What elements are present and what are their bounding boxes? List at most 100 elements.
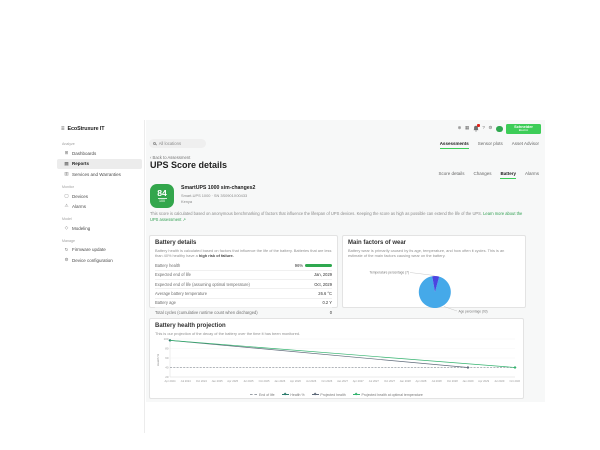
sidebar-section-monitor: Monitor — [62, 184, 74, 189]
globe-icon[interactable]: ⊕ — [457, 125, 462, 131]
device-model-serial: Smart-UPS 1000 · SN 3S0901X00433 — [181, 192, 248, 198]
row-value: 96% — [295, 263, 332, 268]
svg-text:Jul 2024: Jul 2024 — [181, 379, 192, 383]
row-label: Average battery temperature — [155, 291, 208, 297]
legend-label: Projected health at optimal temperature — [361, 392, 423, 397]
services-warranties-icon: ▥ — [64, 171, 69, 177]
svg-text:Jan 2028: Jan 2028 — [400, 379, 412, 383]
wear-title: Main factors of wear — [348, 240, 407, 246]
sidebar-item-label: Device configuration — [72, 257, 113, 263]
legend-health: Health % — [281, 392, 305, 397]
score-description: This score is calculated based on anonym… — [150, 211, 526, 223]
wear-pie-chart: Temperature percentage (7) Age percentage… — [348, 260, 520, 319]
wear-description: Battery wear is primarily caused by its … — [348, 247, 505, 259]
row-value: Oct, 2029 — [314, 281, 332, 287]
row-value: Jan, 2029 — [314, 272, 332, 278]
tab-battery[interactable]: Battery — [500, 171, 516, 179]
svg-text:Jul 2027: Jul 2027 — [369, 379, 380, 383]
svg-text:20: 20 — [165, 375, 169, 379]
brand-line1: Schneider — [514, 124, 533, 130]
notifications-icon[interactable] — [473, 124, 480, 132]
device-location: Kenya — [181, 199, 193, 204]
sidebar-section-manage: Manage — [62, 238, 75, 243]
row-value: 26.6 °C — [318, 291, 332, 297]
row-label: Expected end of life (assuming optimal t… — [155, 281, 250, 287]
row-label: Expected end of life — [155, 272, 191, 278]
svg-text:Jul 2029: Jul 2029 — [494, 379, 505, 383]
svg-text:Temperature percentage (7): Temperature percentage (7) — [369, 270, 409, 274]
search-placeholder: All locations — [158, 140, 182, 146]
user-avatar[interactable] — [496, 125, 503, 132]
battery-details-title: Battery details — [155, 240, 197, 246]
row-label: Total cycles (cumulative runtime count w… — [155, 309, 258, 315]
sidebar-item-modeling[interactable]: ◇ Modeling — [57, 223, 142, 234]
tab-alarms[interactable]: Alarms — [524, 171, 539, 176]
sidebar-item-label: Reports — [72, 161, 90, 167]
help-icon[interactable]: ? — [482, 125, 485, 131]
svg-text:Apr 2029: Apr 2029 — [478, 379, 489, 383]
hamburger-menu-icon[interactable]: ≡ — [61, 126, 65, 132]
settings-icon[interactable]: ⚙ — [488, 125, 493, 131]
tab-sensor-plots[interactable]: Sensor plots — [477, 141, 503, 146]
expected-end-of-life-row: Expected end of life Jan, 2029 — [155, 271, 332, 280]
sidebar-item-reports[interactable]: ▤ Reports — [57, 158, 142, 170]
sidebar-item-device-configuration[interactable]: ⚙ Device configuration — [57, 255, 142, 266]
main-content: ⊕ ▦ ? ⚙ Schneider Electric All locations — [146, 120, 545, 402]
brand-line2: Electric — [518, 128, 529, 133]
tab-score-details[interactable]: Score details — [438, 171, 465, 176]
device-info: SmartUPS 1000 sim-changes2 Smart-UPS 100… — [181, 185, 255, 204]
secondary-tabs: Score details Changes Battery Alarms — [438, 171, 539, 179]
battery-health-value: 96% — [294, 262, 303, 268]
sidebar-item-firmware-update[interactable]: ↻ Firmware update — [57, 245, 142, 256]
page-title: UPS Score details — [150, 160, 228, 170]
notification-badge — [476, 124, 480, 128]
legend-label: Health % — [290, 392, 305, 397]
device-configuration-icon: ⚙ — [64, 257, 69, 263]
sidebar-item-alarms[interactable]: ⚠ Alarms — [57, 201, 142, 212]
sidebar-item-devices[interactable]: ▢ Devices — [57, 191, 142, 202]
score-description-text: This score is calculated based on anonym… — [150, 211, 484, 216]
score-divider — [157, 198, 167, 199]
bell-glyph — [473, 126, 479, 132]
battery-health-bar — [305, 264, 332, 267]
chart-legend: End of life Health % Projected health Pr… — [155, 393, 518, 397]
search-icon — [153, 141, 157, 145]
svg-text:Jul 2028: Jul 2028 — [432, 379, 443, 383]
sidebar-item-services-and-warranties[interactable]: ▥ Services and Warranties — [57, 169, 142, 180]
row-label: Battery health — [155, 262, 181, 268]
reports-icon: ▤ — [64, 160, 69, 166]
legend-label: Projected health — [320, 392, 346, 397]
apps-icon[interactable]: ▦ — [464, 125, 470, 131]
location-search-input[interactable]: All locations — [149, 139, 206, 148]
tab-assessments[interactable]: Assessments — [439, 141, 469, 149]
expected-end-of-life-optimal-row: Expected end of life (assuming optimal t… — [155, 280, 332, 290]
tab-changes[interactable]: Changes — [473, 171, 492, 176]
sidebar-item-label: Services and Warranties — [72, 171, 121, 177]
app-logo-text: EcoStruxure IT — [67, 126, 105, 132]
tab-asset-advisor[interactable]: Asset Advisor — [511, 141, 539, 146]
sidebar-item-label: Alarms — [72, 204, 87, 210]
battery-details-description-text: Battery health is calculated based on fa… — [155, 247, 332, 259]
svg-text:Jul 2025: Jul 2025 — [243, 379, 254, 383]
svg-text:Oct 2027: Oct 2027 — [384, 379, 395, 383]
battery-health-projection-chart: 100 80 60 40 20 Health % Apr 2024 Jul 2024 Oct 2… — [156, 337, 521, 383]
svg-text:Jul 2026: Jul 2026 — [306, 379, 317, 383]
average-battery-temperature-row: Average battery temperature 26.6 °C — [155, 289, 332, 299]
sidebar-item-label: Firmware update — [72, 247, 106, 253]
svg-text:Health %: Health % — [156, 354, 160, 367]
legend-end-of-life: End of life — [250, 393, 275, 397]
cards-row: Battery details Battery health is calcul… — [149, 235, 526, 315]
battery-details-card: Battery details Battery health is calcul… — [149, 235, 338, 315]
svg-text:Oct 2028: Oct 2028 — [447, 379, 458, 383]
back-to-assessment-link[interactable]: ‹ Back to Assessment — [150, 155, 191, 160]
modeling-icon: ◇ — [64, 224, 69, 230]
svg-text:Jan 2026: Jan 2026 — [274, 379, 286, 383]
battery-age-row: Battery age 0.2 Y — [155, 299, 332, 309]
sidebar-item-label: Devices — [72, 193, 89, 199]
learn-more-link[interactable]: Learn more about the UPS assessment ↗ — [150, 211, 523, 222]
sidebar-item-dashboards[interactable]: ⊞ Dashboards — [57, 148, 142, 159]
legend-projected-health-optimal: Projected health at optimal temperature — [352, 392, 423, 397]
device-name: SmartUPS 1000 sim-changes2 — [181, 185, 256, 191]
legend-projected-health: Projected health — [311, 392, 346, 397]
svg-text:Oct 2025: Oct 2025 — [259, 379, 270, 383]
